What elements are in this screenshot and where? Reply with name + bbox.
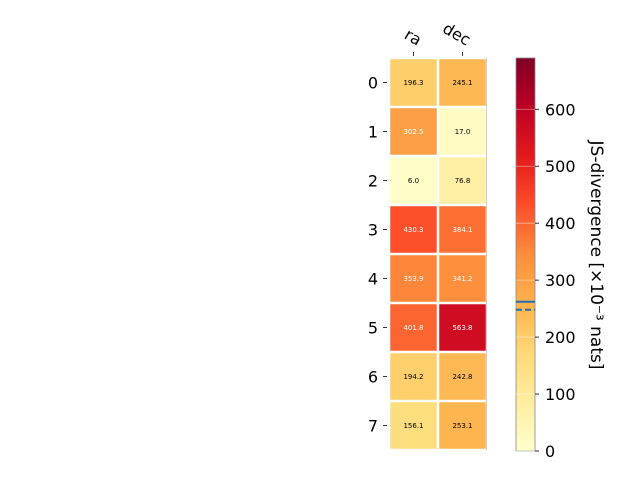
heatmap-cell <box>390 402 437 449</box>
colorbar-ticks: 0 100 200 300 400 500 600 <box>516 100 576 461</box>
heatmap-cell <box>390 353 437 400</box>
row-label: 4 <box>368 270 378 289</box>
colorbar-label: JS-divergence [×10⁻³ nats] <box>586 140 606 370</box>
cell-value-label: 245.1 <box>452 79 472 87</box>
colorbar-tick-label: 300 <box>545 271 576 290</box>
cell-value-label: 196.3 <box>403 79 423 87</box>
heatmap-cell <box>439 304 486 351</box>
heatmap-cell <box>439 157 486 204</box>
cell-value-label: 6.0 <box>408 177 419 185</box>
row-label: 7 <box>368 417 378 436</box>
row-label: 3 <box>368 221 378 240</box>
cell-value-label: 76.8 <box>455 177 471 185</box>
heatmap-cell <box>439 206 486 253</box>
cell-value-label: 353.9 <box>403 275 423 283</box>
heatmap-cell <box>390 59 437 106</box>
colorbar-tick-label: 600 <box>545 100 576 119</box>
row-label: 0 <box>368 74 378 93</box>
heatmap-cell <box>439 402 486 449</box>
column-label: dec <box>440 19 474 50</box>
row-label: 1 <box>368 123 378 142</box>
row-label: 6 <box>368 368 378 387</box>
heatmap-cell <box>439 59 486 106</box>
colorbar-tick-label: 400 <box>545 214 576 233</box>
cell-value-label: 194.2 <box>403 373 423 381</box>
colorbar: 0 100 200 300 400 500 600 JS-divergence [×10⁻³… <box>515 57 606 461</box>
cell-value-label: 430.3 <box>403 226 423 234</box>
cell-value-label: 563.8 <box>452 324 472 332</box>
heatmap-cell <box>439 255 486 302</box>
colorbar-tick-label: 100 <box>545 385 576 404</box>
cell-value-label: 17.0 <box>455 128 471 136</box>
colorbar-tick-label: 500 <box>545 157 576 176</box>
row-label: 2 <box>368 172 378 191</box>
cell-value-label: 341.2 <box>452 275 472 283</box>
colorbar-gradient <box>515 57 536 452</box>
heatmap-cell <box>390 304 437 351</box>
heatmap-cell <box>439 108 486 155</box>
heatmap-cell <box>390 157 437 204</box>
cell-value-label: 242.8 <box>452 373 472 381</box>
cell-value-label: 384.1 <box>452 226 472 234</box>
heatmap-cell <box>390 255 437 302</box>
heatmap-cell <box>439 353 486 400</box>
column-label: ra <box>401 25 425 50</box>
heatmap-cells: 196.3 245.1 302.5 17.0 6.0 76.8 430.3 384.1 353.… <box>390 59 486 449</box>
heatmap-cell <box>390 206 437 253</box>
cell-value-label: 302.5 <box>403 128 423 136</box>
heatmap-cell <box>390 108 437 155</box>
cell-value-label: 156.1 <box>403 422 423 430</box>
colorbar-tick-label: 0 <box>545 442 555 461</box>
cell-value-label: 401.8 <box>403 324 423 332</box>
row-labels: 0 1 2 3 4 5 6 7 <box>368 74 387 436</box>
cell-value-label: 253.1 <box>452 422 472 430</box>
row-label: 5 <box>368 319 378 338</box>
column-labels: ra dec <box>401 19 474 56</box>
colorbar-reference-lines <box>516 300 535 311</box>
colorbar-tick-label: 200 <box>545 328 576 347</box>
